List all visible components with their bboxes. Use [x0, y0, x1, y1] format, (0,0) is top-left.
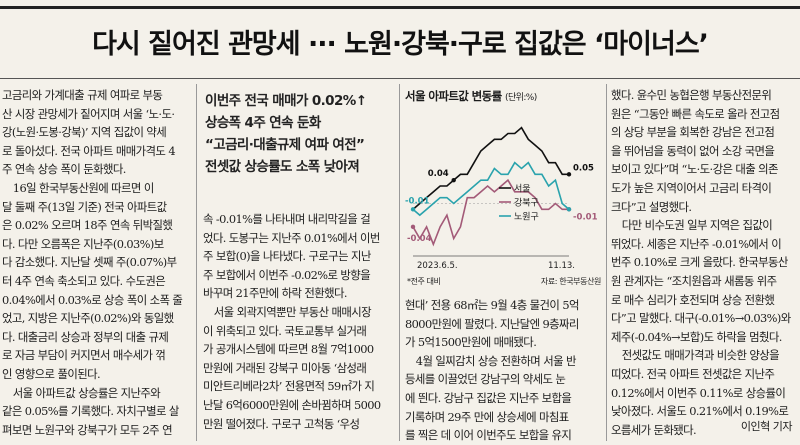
legend-label: 서울	[514, 184, 531, 195]
text-line: 로 돌아섰다. 전국 아파트 매매가격도 4	[2, 143, 176, 158]
text-line: 기록하며 29주 만에 상승세에 마침표	[405, 409, 569, 424]
text-line: 가 5억1500만원에 매매됐다.	[405, 335, 537, 350]
text-line: 낮아졌다. 서울도 0.21%에서 0.19%로	[611, 404, 789, 419]
data-label: -0.01	[573, 212, 598, 222]
column-divider	[606, 84, 607, 441]
x-tick-label: 11.13.	[548, 261, 575, 271]
series-end-point	[566, 207, 572, 212]
x-tick-label: 2023.6.5.	[417, 261, 458, 271]
subheadline: 이번주 전국 매매가 0.02%↑	[205, 93, 367, 109]
text-line: 0.04%에서 0.03%로 상승 폭이 소폭 줄	[2, 292, 183, 307]
subheadline: 전셋값 상승률도 소폭 낮아져	[205, 159, 360, 175]
text-line: 을 뛰어넘을 동력이 없어 소강 국면을	[611, 143, 775, 158]
data-label: -0.04	[407, 234, 432, 244]
text-line: 서울 외곽지역뿐만 부동산 매매시장	[203, 304, 372, 319]
top-rule	[0, 6, 800, 9]
text-line: 보이고 있다”며 “노·도·강은 대출 의존	[611, 162, 778, 177]
text-line: 현대’ 전용 68㎡는 9월 4층 물건이 5억	[405, 298, 579, 312]
text-line: 도가 높은 지역이어서 고금리 타격이	[611, 180, 772, 195]
text-line: 은 0.02% 오르며 18주 연속 뒤박질했	[2, 218, 173, 233]
text-line: 속 -0.01%를 나타내며 내리막길을 걸	[203, 212, 371, 226]
text-line: 강(노원·도봉·강북)’ 지역 집값이 약세	[2, 125, 167, 140]
text-line: 전셋값도 매매가격과 비슷한 양상을	[611, 348, 780, 363]
text-line: 로 자금 부담이 커지면서 매수세가 꺾	[2, 348, 166, 363]
text-line: 바꾸며 21주만에 하락 전환했다.	[203, 286, 348, 301]
text-line: 띠었다. 전국 아파트 전셋값은 지난주	[611, 366, 775, 381]
text-line: 난달 6억6000만원에 손바뀜하며 5000	[203, 397, 381, 412]
data-label: 0.05	[573, 163, 594, 173]
chart-title: 서울 아파트값 변동률 (단위:%)	[405, 89, 537, 103]
text-line: 제주(-0.04%→보합)도 하락을 멈췄다.	[611, 329, 782, 344]
text-line: 었다. 도봉구는 지난주 0.01%에서 이번	[203, 230, 380, 245]
chart-note: *전주 대비	[407, 277, 441, 286]
subheadline: “고금리·대출규제 여파 여전”	[205, 137, 365, 153]
text-line: 의 상당 부분을 회복한 강남은 전고점	[611, 125, 775, 140]
series-start-point	[410, 224, 416, 230]
text-line: 등세를 이끌었던 강남구의 약세도 눈	[405, 372, 566, 387]
data-label: -0.01	[405, 196, 430, 206]
series-point	[451, 177, 456, 183]
subheadline: 상승폭 4주 연속 둔화	[205, 115, 321, 131]
text-line: 달 둘째 주(13일 기준) 전국 아파트값	[2, 199, 167, 214]
article-column-3: 현대’ 전용 68㎡는 9월 4층 물건이 5억 8000만원에 팔렸다. 지난달…	[405, 296, 600, 445]
text-line: 8000만원에 팔렸다. 지난달엔 9층짜리	[405, 316, 579, 331]
text-line: 터 4주 연속 축소되고 있다. 수도권은	[2, 273, 166, 288]
series-line	[412, 178, 569, 247]
text-line: 에 띈다. 강남구 집값은 지난주 보합을	[405, 390, 572, 405]
series-line	[412, 126, 569, 210]
chart: 서울 아파트값 변동률 (단위:%) 0.04 -0.01 -0.04 0.05 -0.…	[403, 88, 603, 293]
text-line: 만원 떨어졌다. 구로구 고척동 ‘우성	[203, 416, 360, 431]
text-line: 주 연속 상승 폭이 둔화했다.	[2, 162, 126, 177]
text-line: 0.12%에서 이번주 0.11%로 상승률이	[611, 385, 786, 400]
text-line: 이 위축되고 있다. 국토교통부 실거래	[203, 323, 367, 338]
headline: 다시 짙어진 관망세 ··· 노원·강북·구로 집값은 ‘마이너스’	[92, 29, 709, 60]
text-line: 다. 대출금리 상승과 정부의 대출 규제	[2, 329, 169, 344]
text-line: 번주 0.10%로 크게 올랐다. 한국부동산	[611, 255, 788, 270]
text-line: 16일 한국부동산원에 따르면 이	[2, 180, 155, 195]
text-line: 로 매수 심리가 호전되며 상승 전환했	[611, 292, 775, 307]
text-line: 원은 “그동안 빠른 속도로 올라 전고점	[611, 106, 780, 121]
legend-label: 노원구	[514, 212, 539, 223]
text-line: 뛰었다. 세종은 지난주 -0.01%에서 이	[611, 236, 782, 251]
text-line: 고금리와 가계대출 규제 여파로 부동	[2, 88, 163, 102]
data-label: 0.04	[428, 169, 449, 179]
text-line: 다 감소했다. 지난달 셋째 주(0.07%)부	[2, 255, 177, 270]
text-line: 펴보면 노원구와 강북구가 모두 2주 연	[2, 422, 173, 437]
text-line: 했다. 윤수민 농협은행 부동산전문위	[611, 88, 772, 102]
series-line	[412, 161, 570, 217]
text-line: 인 영향으로 풀이된다.	[2, 366, 101, 381]
text-line: 주 보합에서 이번주 -0.02%로 방향을	[203, 267, 371, 282]
text-line: 다. 다만 오름폭은 지난주(0.03%)보	[2, 236, 164, 251]
text-line: 었고, 지방은 지난주(0.02%)와 동일했	[2, 311, 174, 326]
text-line: 다만 비수도권 일부 지역은 집값이	[611, 218, 773, 233]
series-end-point	[566, 172, 572, 177]
text-line: 미안트리베라2차’ 전용면적 59㎡가 지	[203, 379, 375, 394]
chart-source: 자료: 한국부동산원	[540, 277, 602, 286]
text-line: 크다”고 설명했다.	[611, 199, 692, 214]
text-line: 가 공개시스템에 따르면 8월 7억1000	[203, 342, 374, 357]
text-line: 를 찍은 데 이어 이번주도 보합을 유지	[405, 428, 572, 443]
byline: 이인혁 기자	[740, 420, 793, 433]
text-line: 서울 아파트값 상승률은 지난주와	[2, 385, 161, 400]
text-line: 오름세가 둔화됐다.	[611, 422, 697, 437]
legend-label: 강북구	[514, 198, 539, 209]
column-divider	[196, 84, 197, 441]
text-line: 다”고 말했다. 대구(-0.01%→0.03%)와	[611, 311, 791, 326]
chart-unit: (단위:%)	[505, 93, 537, 103]
column-divider	[399, 84, 400, 441]
text-line: 주 보합(0)을 나타냈다. 구로구는 지난	[203, 249, 371, 264]
series-start-point	[410, 207, 416, 212]
text-line: 같은 0.05%를 기록했다. 자치구별로 살	[2, 404, 179, 419]
text-line: 원 관계자는 “조치원읍과 새롬동 위주	[611, 273, 777, 288]
headline-rule	[0, 78, 800, 79]
text-line: 산 시장 관망세가 짙어지며 서울 ‘노·도·	[2, 106, 175, 121]
subheadline-block: 이번주 전국 매매가 0.02%↑ 상승폭 4주 연속 둔화 “고금리·대출규제…	[205, 90, 395, 178]
text-line: 4월 일찌감치 상승 전환하며 서울 반	[405, 353, 577, 368]
text-line: 만원에 거래된 강북구 미아동 ‘삼성래	[203, 360, 367, 375]
